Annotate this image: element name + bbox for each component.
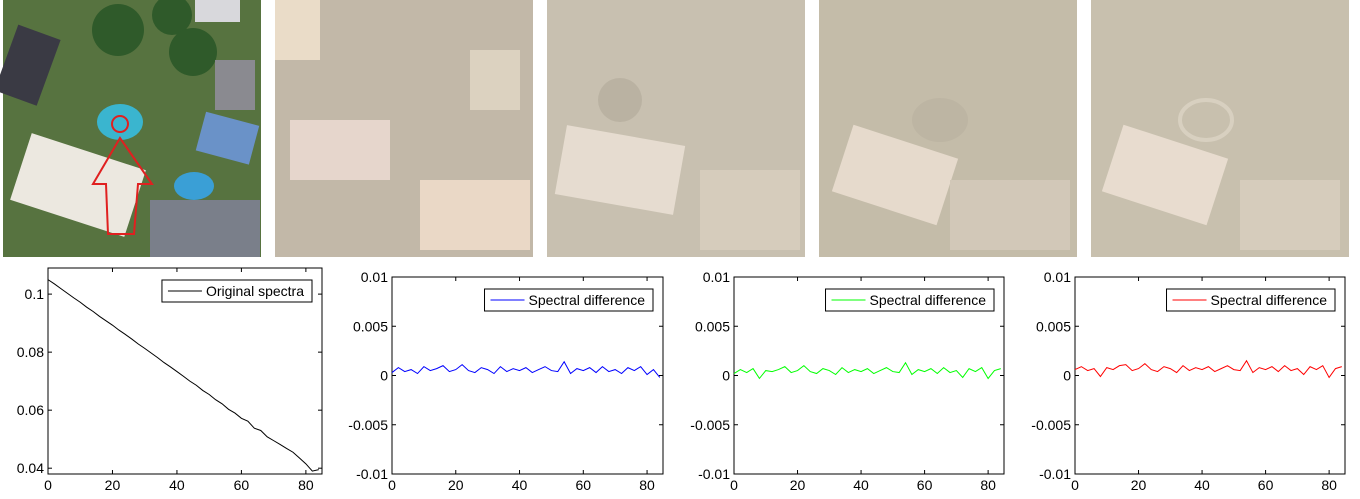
- x-tick-label: 20: [105, 477, 121, 493]
- legend-label: Spectral difference: [1211, 292, 1328, 308]
- x-tick-label: 0: [730, 477, 738, 493]
- y-tick-label: 0.1: [25, 286, 45, 302]
- y-tick-label: 0: [722, 368, 730, 384]
- y-tick-label: 0.08: [17, 344, 44, 360]
- legend: Spectral difference: [825, 288, 995, 312]
- legend-label: Spectral difference: [870, 292, 987, 308]
- x-tick-label: 40: [853, 477, 869, 493]
- image-result-2: [819, 0, 1077, 257]
- x-tick-label: 80: [298, 477, 314, 493]
- image-low-resolution: [275, 0, 533, 257]
- line-chart: 0.04 0.06 0.08 0.1 0 20 40 60 80 Original spectra: [17, 267, 323, 493]
- legend-label: Original spectra: [206, 283, 304, 299]
- x-tick-label: 0: [44, 477, 52, 493]
- y-tick-label: -0.005: [690, 417, 730, 433]
- data-line: [47, 279, 319, 472]
- x-tick-label: 80: [1321, 477, 1337, 493]
- x-tick-label: 40: [512, 477, 528, 493]
- y-tick-label: -0.01: [698, 466, 730, 482]
- x-tick-label: 60: [234, 477, 250, 493]
- y-tick-label: -0.01: [356, 466, 388, 482]
- image-result-3: [1091, 0, 1349, 257]
- y-tick-label: 0.005: [695, 318, 730, 334]
- y-tick-label: 0.04: [17, 460, 44, 476]
- x-tick-label: 80: [980, 477, 996, 493]
- y-tick-label: 0.005: [353, 318, 388, 334]
- x-tick-label: 60: [917, 477, 933, 493]
- y-tick-label: -0.005: [348, 417, 388, 433]
- line-chart: -0.01 -0.005 0 0.005 0.01 0 20 40 60 80 Spectral d…: [348, 269, 664, 493]
- x-tick-label: 20: [448, 477, 464, 493]
- y-tick-label: 0.06: [17, 402, 44, 418]
- x-tick-label: 60: [576, 477, 592, 493]
- legend-label: Spectral difference: [529, 292, 646, 308]
- y-tick-label: 0.01: [361, 269, 388, 285]
- line-chart: -0.01 -0.005 0 0.005 0.01 0 20 40 60 80 Spectral d…: [690, 269, 1005, 493]
- legend: Spectral difference: [1166, 288, 1336, 312]
- y-tick-label: -0.01: [1039, 466, 1071, 482]
- line-chart: -0.01 -0.005 0 0.005 0.01 0 20 40 60 80 Spectral d…: [1031, 269, 1346, 493]
- y-tick-label: 0.01: [1044, 269, 1071, 285]
- legend: Spectral difference: [484, 288, 654, 312]
- y-tick-label: 0.005: [1036, 318, 1071, 334]
- x-tick-label: 60: [1258, 477, 1274, 493]
- legend-box: [825, 288, 995, 312]
- legend-box: [1166, 288, 1336, 312]
- x-tick-label: 80: [639, 477, 655, 493]
- x-tick-label: 40: [1194, 477, 1210, 493]
- x-tick-label: 20: [1131, 477, 1147, 493]
- x-tick-label: 0: [1071, 477, 1079, 493]
- image-result-1: [547, 0, 805, 257]
- y-tick-label: 0: [380, 368, 388, 384]
- legend-box: [161, 279, 313, 303]
- legend-box: [484, 288, 654, 312]
- x-tick-label: 40: [169, 477, 185, 493]
- data-line: [1074, 359, 1342, 379]
- x-tick-label: 0: [388, 477, 396, 493]
- y-tick-label: -0.005: [1031, 417, 1071, 433]
- image-original: [0, 0, 261, 257]
- x-tick-label: 20: [790, 477, 806, 493]
- y-tick-label: 0.01: [703, 269, 730, 285]
- data-line: [733, 361, 1001, 380]
- data-line: [391, 360, 661, 378]
- y-tick-label: 0: [1063, 368, 1071, 384]
- legend: Original spectra: [161, 279, 313, 303]
